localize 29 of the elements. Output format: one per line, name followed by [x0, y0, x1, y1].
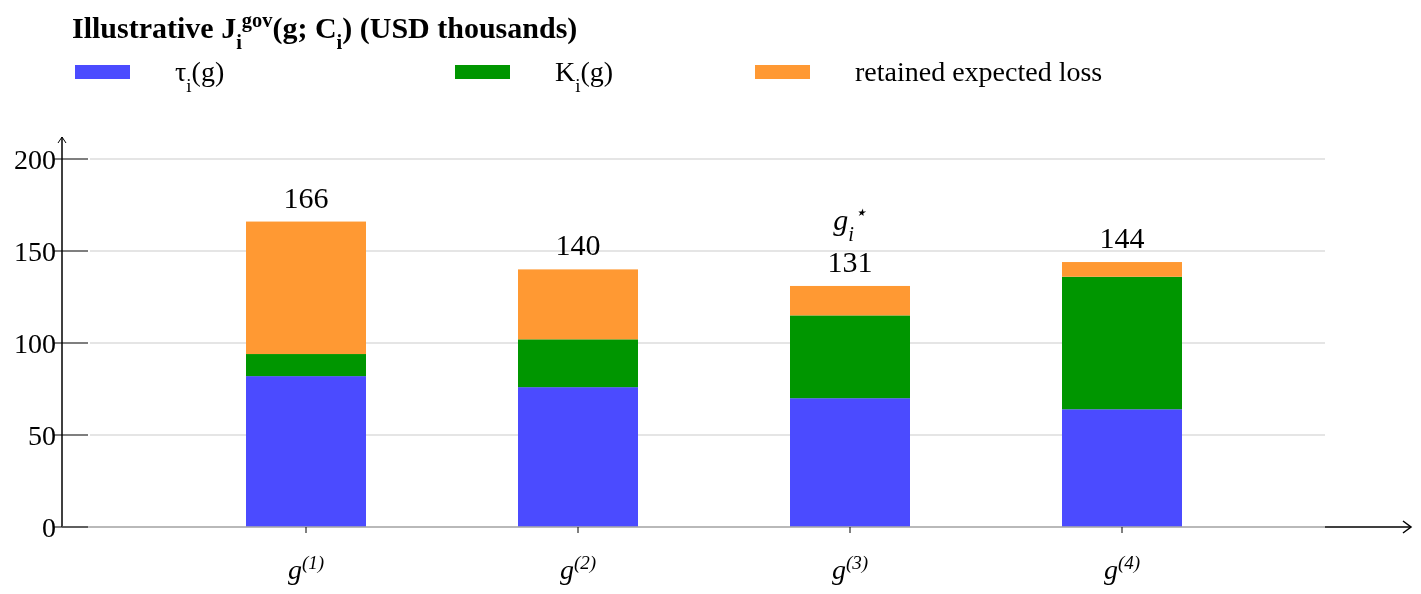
x-tick-label: g$^{(1)}$	[287, 551, 325, 585]
bar	[790, 285, 910, 316]
total-label: 140	[555, 228, 601, 262]
chart-title: Illustrative J$_{i}$$^{gov}$(g; C$_{i}$) (USD thousands)	[72, 9, 578, 53]
bar	[246, 354, 366, 377]
bar	[790, 398, 910, 527]
total-label: 166	[283, 180, 329, 214]
total-label: 131	[827, 244, 873, 278]
y-tick-label: 50	[28, 419, 56, 451]
bar	[246, 376, 366, 527]
bar	[518, 387, 638, 527]
x-tick-label: g$^{(3)}$	[831, 551, 869, 585]
x-tick-label: g$^{(4)}$	[1103, 551, 1141, 585]
bar	[246, 221, 366, 355]
bar	[1062, 262, 1182, 277]
bar	[518, 339, 638, 388]
legend-label: retained expected loss	[855, 56, 1103, 87]
y-tick-label: 150	[14, 235, 56, 267]
y-tick-label: 0	[42, 511, 56, 543]
y-tick-label: 100	[14, 327, 56, 359]
total-label: 144	[1099, 221, 1145, 255]
legend-label: τ$_{i}$(g)	[175, 56, 225, 96]
bar	[518, 269, 638, 340]
bar	[790, 315, 910, 399]
legend-label: K$_{i}$(g)	[555, 56, 614, 96]
y-tick-label: 200	[14, 143, 56, 175]
x-tick-label: g$^{(2)}$	[559, 551, 597, 585]
bar	[1062, 276, 1182, 410]
bar	[1062, 409, 1182, 527]
